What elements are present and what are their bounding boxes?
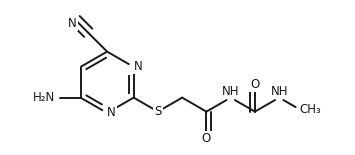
Text: N: N <box>133 60 142 73</box>
Text: NH: NH <box>222 85 239 98</box>
Text: O: O <box>250 78 260 91</box>
Text: O: O <box>202 132 211 145</box>
Text: H₂N: H₂N <box>33 91 55 104</box>
Text: N: N <box>107 106 116 120</box>
Text: N: N <box>68 17 77 30</box>
Text: NH: NH <box>271 85 288 98</box>
Text: S: S <box>154 105 162 118</box>
Text: CH₃: CH₃ <box>300 103 322 116</box>
